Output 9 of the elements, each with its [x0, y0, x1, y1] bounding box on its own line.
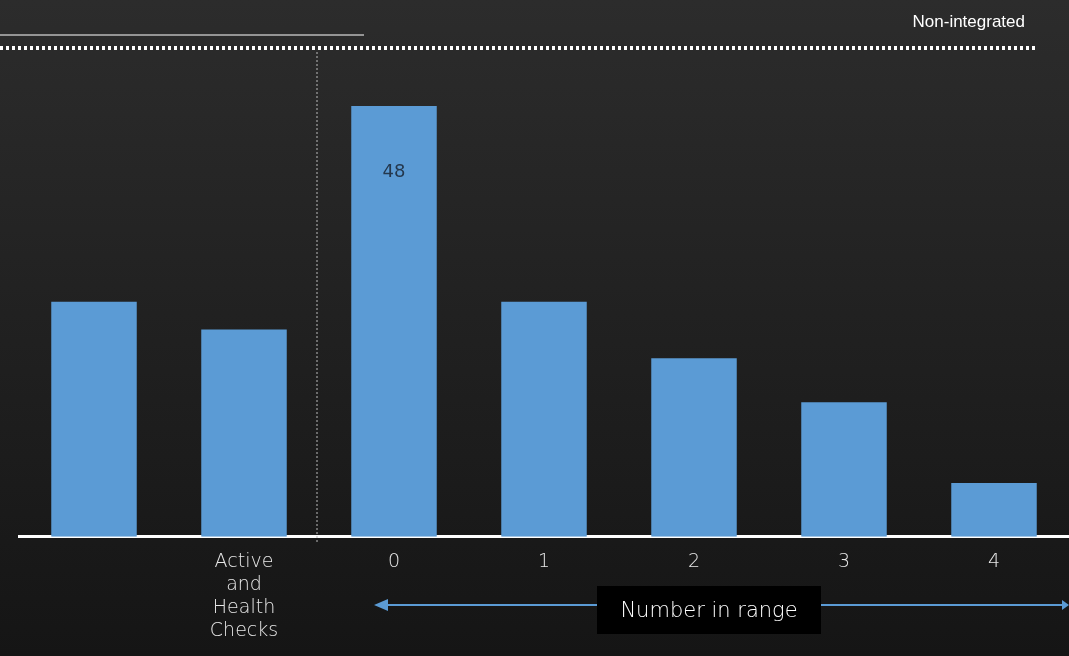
x-tick-label: 2 [687, 549, 701, 572]
x-tick-label: 4 [987, 549, 1001, 572]
text: Non-integrated [912, 12, 1025, 32]
x-tick-label: 0 [387, 549, 401, 572]
x-tick-label: 3 [837, 549, 851, 572]
data-label: 48 [382, 159, 406, 181]
x-tick-label: Active and Health Checks [209, 549, 279, 640]
x-tick-label: 1 [537, 549, 551, 572]
text: Number in range [597, 586, 821, 634]
